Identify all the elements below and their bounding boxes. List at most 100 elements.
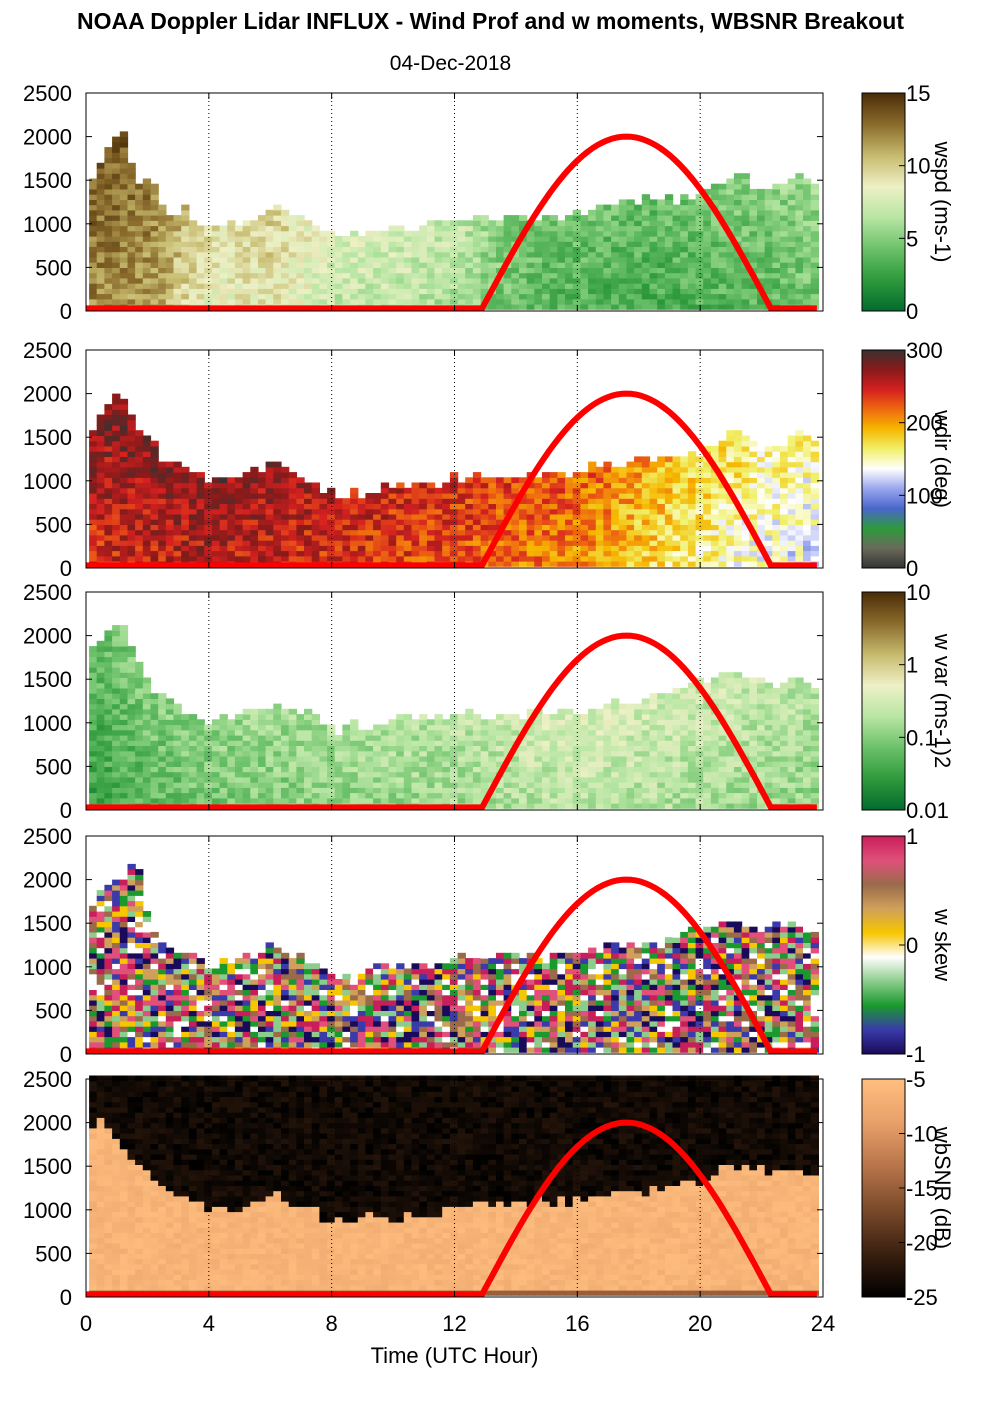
heatmap-cell — [380, 745, 390, 752]
heatmap-cell — [142, 188, 152, 195]
heatmap-cell — [319, 513, 328, 520]
heatmap-cell — [104, 256, 113, 263]
heatmap-cell — [112, 534, 121, 541]
heatmap-cell — [426, 771, 436, 778]
heatmap-cell — [150, 461, 159, 468]
heatmap-cell — [672, 493, 681, 499]
heatmap-cell — [565, 236, 574, 242]
heatmap-cell — [403, 524, 413, 531]
heatmap-cell — [803, 534, 812, 541]
heatmap-cell — [426, 277, 436, 284]
heatmap-cell — [158, 519, 167, 525]
heatmap-cell — [196, 236, 205, 242]
heatmap-cell — [219, 503, 228, 510]
heatmap-cell — [227, 283, 236, 289]
heatmap-cell — [611, 241, 620, 247]
heatmap-cell — [726, 466, 735, 473]
heatmap-cell — [227, 477, 236, 484]
heatmap-cell — [250, 740, 259, 746]
heatmap-cell — [273, 283, 282, 289]
heatmap-cell — [181, 550, 190, 557]
heatmap-cell — [396, 555, 405, 562]
heatmap-cell — [96, 661, 105, 668]
heatmap-cell — [142, 708, 152, 715]
heatmap-cell — [611, 246, 620, 253]
heatmap-cell — [780, 298, 789, 305]
heatmap-cell — [419, 750, 428, 757]
heatmap-cell — [465, 220, 474, 227]
heatmap-cell — [242, 493, 251, 499]
heatmap-cell — [595, 220, 605, 227]
heatmap-cell — [733, 482, 743, 489]
heatmap-cell — [434, 225, 443, 232]
heatmap-cell — [511, 283, 520, 289]
heatmap-cell — [795, 524, 804, 531]
heatmap-cell — [388, 782, 397, 788]
heatmap-cell — [764, 272, 773, 279]
heatmap-cell — [626, 230, 635, 237]
heatmap-cell — [710, 293, 720, 300]
heatmap-cell — [496, 724, 505, 731]
heatmap-cell — [595, 277, 605, 284]
heatmap-cell — [165, 540, 175, 546]
heatmap-cell — [281, 236, 290, 242]
heatmap-cell — [150, 236, 159, 242]
heatmap-cell — [158, 555, 167, 562]
heatmap-cell — [457, 267, 466, 274]
heatmap-cell — [135, 477, 144, 484]
heatmap-cell — [112, 761, 121, 767]
heatmap-cell — [296, 724, 305, 731]
heatmap-cell — [288, 724, 297, 731]
heatmap-cell — [695, 288, 704, 295]
heatmap-cell — [664, 256, 674, 263]
heatmap-cell — [626, 236, 635, 242]
heatmap-cell — [526, 256, 535, 263]
heatmap-cell — [472, 745, 482, 752]
heatmap-cell — [488, 482, 497, 489]
heatmap-cell — [795, 220, 804, 227]
heatmap-cell — [526, 792, 535, 799]
heatmap-cell — [135, 199, 144, 206]
heatmap-cell — [311, 225, 320, 232]
heatmap-cell — [135, 204, 144, 211]
heatmap-cell — [250, 724, 259, 731]
heatmap-cell — [496, 740, 505, 746]
heatmap-cell — [657, 493, 666, 499]
heatmap-cell — [565, 513, 574, 520]
heatmap-cell — [542, 524, 551, 531]
heatmap-cell — [726, 529, 735, 536]
heatmap-cell — [165, 714, 175, 720]
heatmap-cell — [227, 277, 236, 284]
heatmap-cell — [119, 519, 129, 525]
heatmap-cell — [142, 225, 152, 232]
heatmap-cell — [603, 220, 612, 227]
heatmap-cell — [150, 256, 159, 263]
heatmap-cell — [281, 550, 290, 557]
heatmap-cell — [112, 440, 121, 447]
heatmap-cell — [227, 524, 236, 531]
heatmap-cell — [511, 277, 520, 284]
heatmap-cell — [703, 529, 712, 536]
heatmap-cell — [733, 267, 743, 274]
heatmap-cell — [150, 262, 159, 268]
heatmap-cell — [603, 277, 612, 284]
heatmap-cell — [457, 755, 466, 762]
heatmap-cell — [664, 267, 674, 274]
heatmap-cell — [434, 729, 443, 736]
heatmap-cell — [365, 550, 374, 557]
heatmap-cell — [265, 283, 274, 289]
heatmap-cell — [603, 493, 612, 499]
heatmap-cell — [281, 776, 290, 783]
heatmap-cell — [281, 262, 290, 268]
heatmap-cell — [449, 220, 459, 227]
heatmap-cell — [242, 503, 251, 510]
heatmap-cell — [165, 735, 175, 741]
heatmap-cell — [787, 277, 796, 284]
heatmap-cell — [595, 236, 605, 242]
heatmap-cell — [96, 797, 105, 804]
heatmap-cell — [204, 787, 213, 794]
heatmap-cell — [104, 188, 113, 195]
heatmap-cell — [219, 508, 228, 515]
heatmap-cell — [181, 466, 190, 473]
heatmap-cell — [311, 482, 320, 489]
